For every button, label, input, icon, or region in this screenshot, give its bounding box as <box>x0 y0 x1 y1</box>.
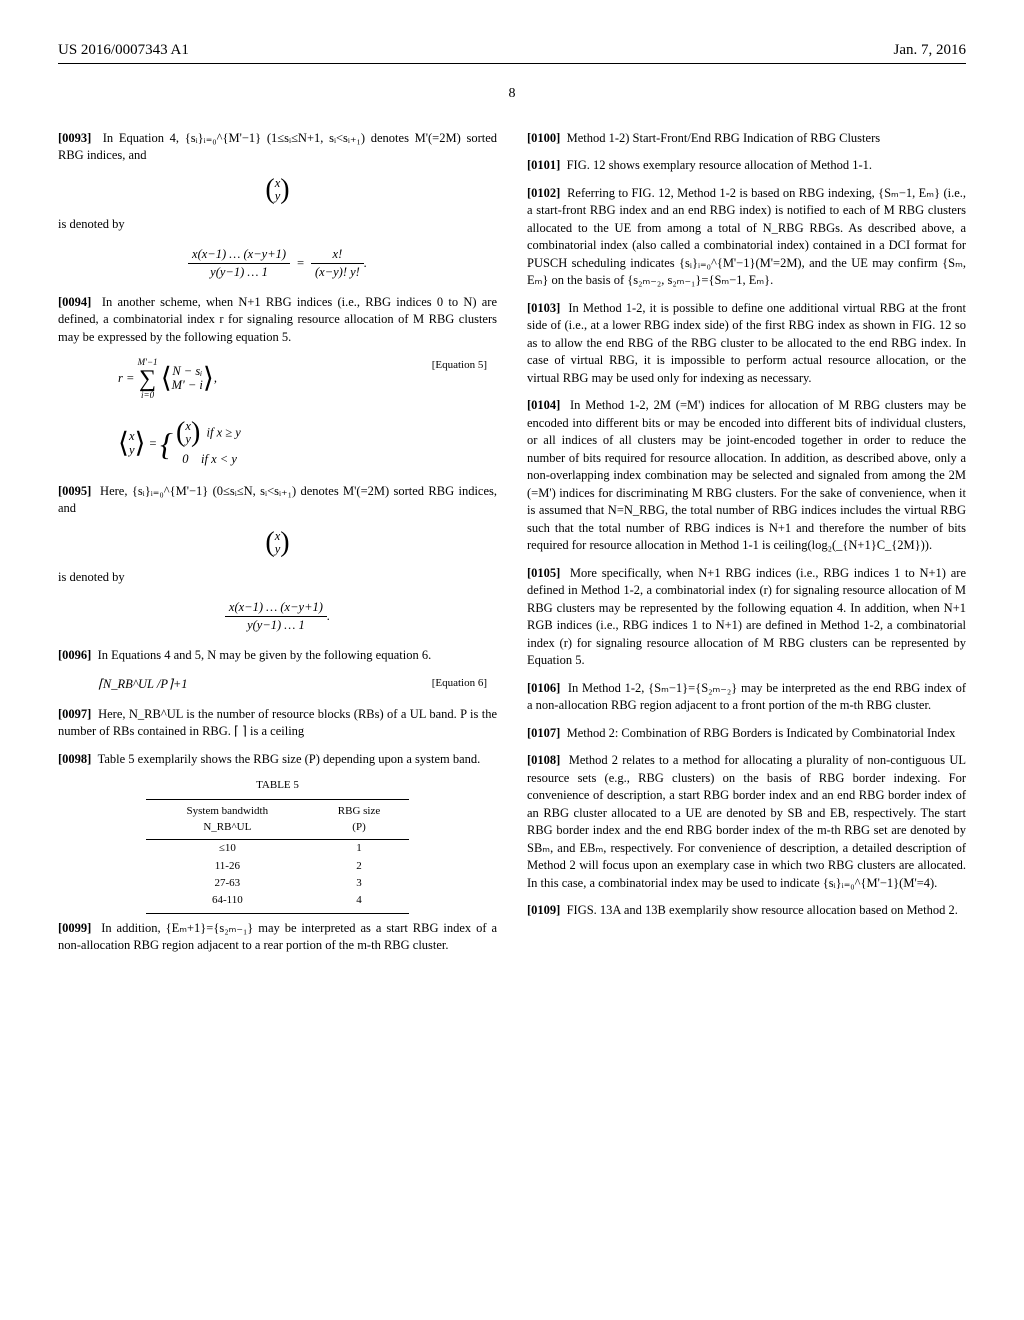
table-row: 27-633 <box>146 875 409 892</box>
para-0108: [0108] Method 2 relates to a method for … <box>527 752 966 892</box>
para-0099: [0099] In addition, {Eₘ+1}={s₂ₘ₋₁} may b… <box>58 920 497 955</box>
table5-caption: TABLE 5 <box>58 778 497 793</box>
publication-number: US 2016/0007343 A1 <box>58 40 189 61</box>
eq-frac-2: x(x−1) … (x−y+1)y(y−1) … 1. <box>58 599 497 635</box>
para-0097: [0097] Here, N_RB^UL is the number of re… <box>58 706 497 741</box>
page-header: US 2016/0007343 A1 Jan. 7, 2016 <box>58 40 966 64</box>
para-0096: [0096] In Equations 4 and 5, N may be gi… <box>58 647 497 665</box>
para-0103: [0103] In Method 1-2, it is possible to … <box>527 300 966 388</box>
equation-5: [Equation 5] r = M'−1 ∑ i=0 ⟨N − sᵢM' − … <box>58 358 497 471</box>
right-column: [0100] Method 1-2) Start-Front/End RBG I… <box>527 130 966 965</box>
table5-body: ≤101 11-262 27-633 64-1104 <box>146 840 409 914</box>
denoted-by-2: is denoted by <box>58 569 497 587</box>
table5-col2-header: RBG size(P) <box>309 800 409 840</box>
para-0105: [0105] More specifically, when N+1 RBG i… <box>527 565 966 670</box>
para-0101: [0101] FIG. 12 shows exemplary resource … <box>527 157 966 175</box>
equation-6: ⌈N_RB^UL /P⌉+1 [Equation 6] <box>58 676 497 694</box>
para-0102: [0102] Referring to FIG. 12, Method 1-2 … <box>527 185 966 290</box>
binom-xy-2: (xy) <box>58 530 497 558</box>
para-0100: [0100] Method 1-2) Start-Front/End RBG I… <box>527 130 966 148</box>
page-number: 8 <box>58 84 966 104</box>
para-0106: [0106] In Method 1-2, {Sₘ−1}={S₂ₘ₋₂} may… <box>527 680 966 715</box>
eq-frac-1: x(x−1) … (x−y+1)y(y−1) … 1 = x!(x−y)! y!… <box>58 246 497 282</box>
para-0107: [0107] Method 2: Combination of RBG Bord… <box>527 725 966 743</box>
para-0094: [0094] In another scheme, when N+1 RBG i… <box>58 294 497 347</box>
publication-date: Jan. 7, 2016 <box>894 40 967 61</box>
denoted-by-1: is denoted by <box>58 216 497 234</box>
para-0093: [0093] In Equation 4, {sᵢ}ᵢ₌₀^{M'−1} (1≤… <box>58 130 497 165</box>
left-column: [0093] In Equation 4, {sᵢ}ᵢ₌₀^{M'−1} (1≤… <box>58 130 497 965</box>
table5-col1-header: System bandwidthN_RB^UL <box>146 800 309 840</box>
para-0109: [0109] FIGS. 13A and 13B exemplarily sho… <box>527 902 966 920</box>
table5: System bandwidthN_RB^UL RBG size(P) ≤101… <box>146 799 409 913</box>
table-row: 64-1104 <box>146 892 409 913</box>
para-0095: [0095] Here, {sᵢ}ᵢ₌₀^{M'−1} (0≤sᵢ≤N, sᵢ<… <box>58 483 497 518</box>
content-columns: [0093] In Equation 4, {sᵢ}ᵢ₌₀^{M'−1} (1≤… <box>58 130 966 965</box>
table-row: 11-262 <box>146 858 409 875</box>
binom-xy-1: (xy) <box>58 177 497 205</box>
para-0098: [0098] Table 5 exemplarily shows the RBG… <box>58 751 497 769</box>
table-row: ≤101 <box>146 840 409 858</box>
para-0104: [0104] In Method 1-2, 2M (=M') indices f… <box>527 397 966 555</box>
